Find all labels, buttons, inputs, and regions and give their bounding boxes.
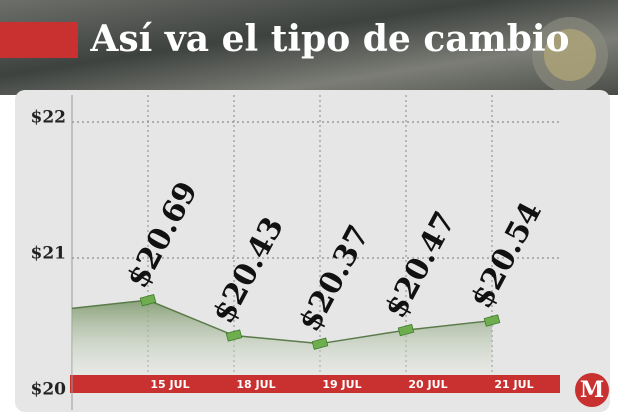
y-tick-label: $21 — [31, 244, 67, 264]
y-tick-label: $22 — [31, 108, 67, 128]
point-marker — [397, 323, 415, 337]
title-bar — [0, 22, 78, 58]
coin — [544, 29, 596, 81]
x-tick-label: 18 JUL — [236, 378, 275, 391]
x-tick-label: 15 JUL — [150, 378, 189, 391]
logo-badge — [575, 373, 609, 407]
x-tick-label: 21 JUL — [494, 378, 533, 391]
point-marker — [139, 293, 157, 307]
x-tick-label: 19 JUL — [322, 378, 361, 391]
x-tick-label: 20 JUL — [408, 378, 447, 391]
point-marker — [225, 329, 243, 342]
area-fill — [72, 300, 492, 375]
point-marker — [483, 314, 501, 327]
y-tick-label: $20 — [31, 380, 67, 400]
logo: M — [580, 377, 604, 403]
date-bar — [70, 375, 560, 393]
header-background — [0, 0, 618, 95]
chart-title: Así va el tipo de cambio — [89, 18, 569, 60]
point-marker — [311, 337, 329, 350]
line — [71, 299, 493, 345]
